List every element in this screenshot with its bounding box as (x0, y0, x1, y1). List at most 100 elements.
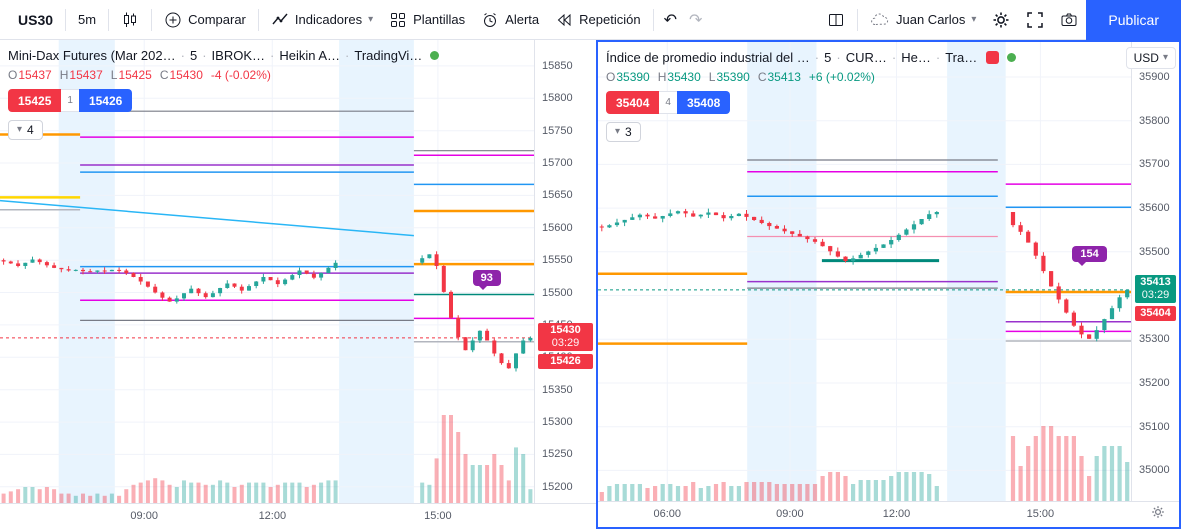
fullscreen-icon (1026, 11, 1044, 29)
layout-button[interactable] (819, 6, 853, 34)
candlestick-icon (121, 11, 139, 29)
trade-buttons: 35404 4 35408 (606, 91, 1016, 114)
last-price-label: 35413 (1140, 275, 1171, 288)
last-price-label: 35404 (1140, 306, 1171, 319)
ohlc-value: O35390 (606, 70, 650, 84)
gear-icon (992, 11, 1010, 29)
ohlc-values: O35390 H35430 L35390 C35413 +6 (+0.02%) (606, 70, 1016, 84)
templates-button[interactable]: Plantillas (381, 6, 473, 34)
ohlc-value: H15437 (59, 68, 103, 82)
price-tick: 15850 (542, 59, 573, 72)
title-part: IBROK… (211, 48, 265, 63)
chart-title-text: Mini-Dax Futures (Mar 202… · 5 · IBROK… · Heik… (8, 48, 422, 63)
chart-layout: 93 15850 15800 15750 15700 15650 15600 15550 15… (0, 40, 1181, 529)
chart-canvas-right[interactable]: 154 (598, 42, 1131, 501)
last-price-label: 15426 (550, 354, 581, 367)
chevron-down-icon: ▾ (17, 124, 23, 135)
indicators-icon (271, 11, 289, 29)
compare-button[interactable]: Comparar (156, 6, 254, 34)
undo-button[interactable]: ↶ (663, 11, 677, 29)
separator-dot: · (891, 50, 897, 65)
time-tick: 15:00 (1026, 508, 1055, 520)
price-tick: 15300 (542, 416, 573, 429)
trade-buttons: 15425 1 15426 (8, 89, 439, 112)
title-part: He… (901, 50, 931, 65)
price-tick: 35700 (1139, 158, 1170, 171)
redo-button[interactable]: ↷ (688, 11, 703, 29)
hidden-indicators-chip[interactable]: ▾ 4 (8, 120, 43, 140)
ohlc-values: O15437 H15437 L15425 C15430 -4 (-0.02%) (8, 68, 439, 82)
last-price-label: 15430 (550, 323, 581, 336)
buy-button[interactable]: 15426 (78, 89, 133, 112)
time-axis-right[interactable]: 06:00 09:00 12:00 15:00 (598, 501, 1179, 527)
interval-button[interactable]: 5m (78, 12, 97, 27)
price-tick: 15650 (542, 189, 573, 202)
settings-button[interactable] (984, 6, 1018, 34)
divider (857, 8, 858, 31)
chevron-down-icon: ▾ (1162, 52, 1168, 63)
price-tick: 35900 (1139, 70, 1170, 83)
separator-dot: · (180, 48, 185, 63)
replay-button[interactable]: Repetición (547, 6, 648, 34)
spread-value: 4 (659, 91, 677, 114)
separator-dot: · (345, 48, 350, 63)
price-tick: 15200 (542, 480, 573, 493)
time-tick: 06:00 (653, 508, 682, 520)
time-tick: 09:00 (776, 508, 804, 520)
sell-button[interactable]: 35404 (606, 91, 660, 114)
chart-title[interactable]: Índice de promedio industrial del … · 5 · CU… (606, 50, 1017, 65)
chart-title[interactable]: Mini-Dax Futures (Mar 202… · 5 · IBROK… · Heik… (8, 48, 440, 63)
camera-icon (1060, 11, 1078, 29)
price-tick: 35200 (1139, 376, 1170, 389)
price-tag: 15426 (538, 353, 593, 369)
grid-icon (389, 11, 407, 29)
price-scale-left[interactable]: 15850 15800 15750 15700 15650 15600 15550 15500… (534, 40, 596, 503)
chevron-down-icon: ▾ (971, 13, 977, 25)
divider (65, 8, 67, 31)
connection-status-dot (1007, 53, 1017, 62)
title-part: CUR… (845, 50, 887, 65)
scale-settings-gear-icon[interactable] (1151, 505, 1165, 524)
chart-type-button[interactable] (113, 6, 147, 34)
price-tick: 15250 (542, 448, 573, 461)
title-part: Índice de promedio industrial del … (606, 50, 810, 65)
time-axis-left[interactable]: 09:00 12:00 15:00 (0, 503, 596, 529)
price-tag: 15430 03:29 (538, 322, 593, 351)
change-value: +6 (+0.02%) (808, 70, 875, 84)
time-tick: 12:00 (882, 508, 911, 520)
compare-plus-icon (164, 11, 182, 29)
indicators-button[interactable]: Indicadores ▾ (263, 6, 381, 34)
separator-dot: · (935, 50, 941, 65)
buy-button[interactable]: 35408 (676, 91, 731, 114)
separator-dot: · (814, 50, 820, 65)
connection-status-dot (430, 51, 440, 60)
snapshot-button[interactable] (1052, 6, 1086, 34)
sell-button[interactable]: 15425 (8, 89, 62, 112)
chevron-down-icon: ▾ (368, 13, 374, 25)
publish-button[interactable]: Publicar (1086, 0, 1181, 40)
separator-dot: · (202, 48, 207, 63)
separator-dot: · (270, 48, 275, 63)
title-part: Tra… (945, 50, 978, 65)
price-tag: 35404 (1135, 305, 1176, 321)
hidden-indicators-chip[interactable]: ▾ 3 (606, 122, 641, 142)
alarm-clock-icon (481, 11, 499, 29)
alert-count-badge[interactable]: 93 (472, 269, 501, 290)
symbol-search-button[interactable]: US30 (18, 11, 54, 28)
title-part: Heikin A… (279, 48, 341, 63)
chart-canvas-left[interactable]: 93 (0, 40, 534, 503)
chart-panel-left: 93 15850 15800 15750 15700 15650 15600 15550 15… (0, 40, 596, 529)
time-tick: 15:00 (424, 510, 452, 522)
title-part: Mini-Dax Futures (Mar 202… (8, 48, 176, 63)
chart-title-text: Índice de promedio industrial del … · 5 · CU… (606, 50, 977, 65)
user-menu-button[interactable]: Juan Carlos ▾ (862, 6, 984, 34)
price-tick: 35500 (1139, 245, 1170, 258)
price-scale-right[interactable]: 3590035800357003560035500354003530035200… (1131, 42, 1179, 501)
alert-button[interactable]: Alerta (473, 6, 547, 34)
currency-selector[interactable]: USD ▾ (1125, 47, 1176, 69)
fullscreen-button[interactable] (1018, 6, 1052, 34)
spread-value: 1 (61, 89, 79, 112)
price-tick: 35100 (1139, 420, 1170, 433)
alert-count-badge[interactable]: 154 (1072, 246, 1107, 267)
divider (257, 8, 259, 31)
